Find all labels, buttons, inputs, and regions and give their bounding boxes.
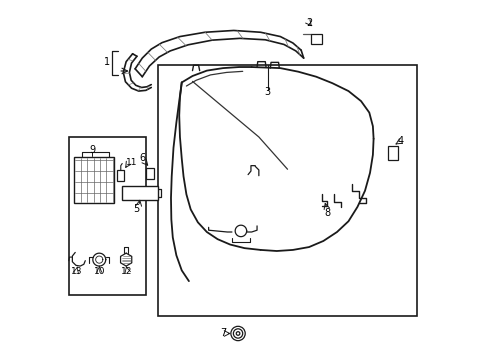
Bar <box>69 137 145 295</box>
Text: 9: 9 <box>89 144 95 154</box>
Bar <box>310 34 322 44</box>
Bar <box>158 65 416 316</box>
Text: 2: 2 <box>305 18 311 28</box>
Bar <box>122 186 158 200</box>
Text: 6: 6 <box>139 153 145 163</box>
Text: 11: 11 <box>125 158 137 167</box>
Text: 5: 5 <box>133 204 139 215</box>
Text: 13: 13 <box>71 267 82 276</box>
Text: 4: 4 <box>397 136 403 145</box>
Bar <box>387 146 397 160</box>
Bar <box>146 168 154 179</box>
Text: 3: 3 <box>264 87 270 97</box>
Bar <box>74 157 113 203</box>
Text: 10: 10 <box>93 267 105 276</box>
Text: 8: 8 <box>323 208 329 218</box>
Text: 1: 1 <box>104 57 110 67</box>
Text: 12: 12 <box>121 267 132 276</box>
Bar <box>117 170 124 181</box>
Text: 7: 7 <box>220 328 226 338</box>
